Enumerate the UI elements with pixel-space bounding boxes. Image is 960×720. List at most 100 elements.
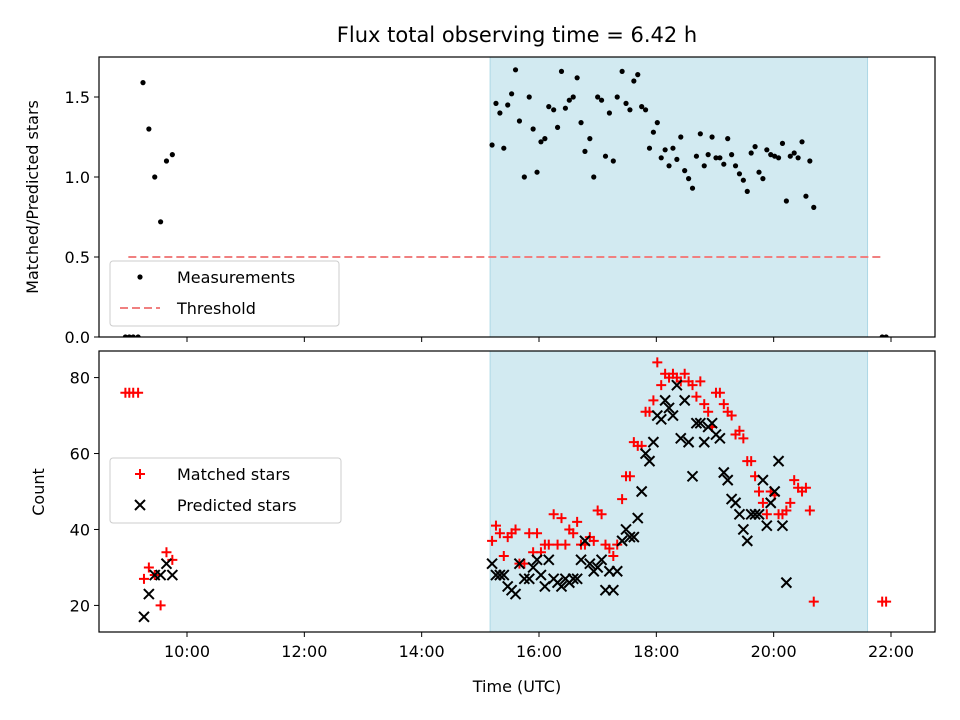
predicted-stars-point [776,519,789,532]
ratio-subplot: 0.0 0.5 1.0 1.5 Measurements Threshold [65,56,936,347]
chart-title: Flux total observing time = 6.42 h [337,23,697,47]
measurement-point [709,134,715,140]
predicted-stars-point [632,512,644,524]
predicted-stars-point [768,485,781,498]
measurement-point [521,174,527,180]
measurement-point [509,91,515,97]
measurement-point [574,75,580,81]
measurement-point [736,171,743,177]
measurement-point [631,78,637,84]
predicted-stars-point [567,573,579,585]
matched-stars-point [754,486,764,497]
predicted-stars-point [643,455,656,467]
predicted-stars-point [714,432,726,445]
measurement-point [505,102,511,108]
matched-stars-point [608,551,619,562]
y-tick-label: 40 [70,520,90,539]
matched-stars-point [133,387,144,398]
measurement-point [811,204,817,210]
matched-stars-point [881,596,892,607]
matched-stars-point [143,562,154,573]
measurement-point [639,104,645,110]
matched-stars-point [487,535,498,546]
predicted-stars-point [663,402,675,414]
predicted-stars-point [555,580,568,593]
measurement-point [744,188,750,194]
matched-stars-point [568,528,579,539]
top-y-axis-label: Matched/Predicted stars [23,100,42,294]
measurement-point [587,136,593,142]
measurement-point [803,193,809,199]
measurement-point [526,94,532,100]
measurement-point [721,161,727,167]
measurement-point [516,118,523,124]
measurement-point [512,67,519,73]
predicted-stars-point [722,474,734,486]
matched-stars-point [656,380,667,391]
matched-stars-point [556,513,567,524]
predicted-stars-point [154,569,167,581]
matched-stars-point [714,387,725,398]
predicted-stars-point [616,535,628,547]
measurement-point [682,168,688,174]
matched-stars-point [548,509,559,520]
legend-plus-icon [135,469,145,479]
matched-stars-point [494,528,505,539]
predicted-stars-point [675,432,687,445]
predicted-stars-point [780,576,793,589]
measurement-point [570,94,576,100]
matched-stars-point [734,425,745,436]
measurement-point [501,145,507,151]
legend-dot-icon [137,274,143,280]
predicted-stars-point [686,470,699,483]
measurement-point [678,134,684,140]
y-tick-label: 0.0 [65,328,90,347]
measurement-point [732,163,739,169]
predicted-stars-point [741,535,753,547]
measurement-point [654,120,660,126]
x-tick-label: 20:00 [751,642,797,661]
matched-stars-point [498,551,509,562]
matched-stars-point [572,516,583,527]
observing-window-span [489,56,869,338]
matched-stars-point [490,520,501,531]
measurement-point [606,110,613,116]
predicted-stars-point [671,379,683,391]
measurement-point [542,136,548,142]
predicted-stars-point [647,436,660,448]
y-tick-label: 20 [70,596,90,615]
matched-stars-point [695,376,706,387]
measurement-point [538,139,544,145]
predicted-stars-point [531,554,543,566]
measurement-point [598,97,605,103]
predicted-stars-point [757,474,769,486]
measurement-point [122,334,128,337]
measurement-point [674,156,680,162]
matched-stars-point [691,391,702,402]
measurement-point [635,72,641,78]
matched-stars-point [155,600,166,611]
measurement-point [623,100,629,106]
matched-stars-point [808,596,819,607]
y-tick-label: 1.0 [65,168,90,187]
y-tick-label: 60 [70,445,90,464]
measurement-point [666,163,672,169]
predicted-stars-point [584,557,596,570]
measurement-point [497,110,503,116]
measurement-point [619,68,625,74]
matched-stars-point [648,395,659,406]
measurement-point [740,177,746,183]
measurement-point [610,158,616,164]
matched-stars-point [800,482,811,493]
predicted-stars-point [595,554,608,566]
measurement-point [787,153,793,159]
measurement-point [627,107,633,113]
matched-stars-point [761,509,772,520]
x-tick-label: 16:00 [516,642,562,661]
matched-stars-point [604,543,615,554]
measurement-point [725,136,731,142]
measurement-point [764,147,770,153]
legend-box [109,457,342,524]
matched-stars-point [652,357,663,368]
legend-label: Measurements [177,268,295,287]
